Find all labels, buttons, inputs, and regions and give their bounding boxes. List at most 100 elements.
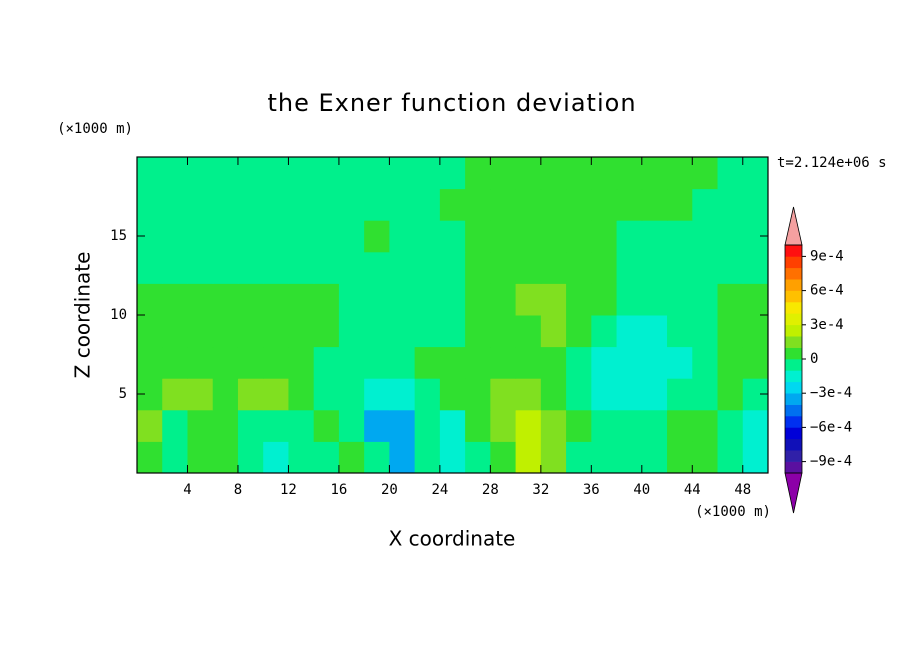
contour-cell (389, 188, 416, 221)
contour-cell (490, 188, 517, 221)
contour-cell (490, 315, 517, 348)
contour-cell (313, 409, 340, 442)
contour-cell (389, 220, 416, 253)
contour-cell (338, 251, 365, 284)
contour-cell (137, 283, 163, 316)
contour-cell (465, 283, 491, 316)
contour-cell (237, 157, 264, 190)
contour-cell (692, 315, 719, 348)
contour-cell (540, 441, 567, 474)
colorbar-tick-label: −6e-4 (810, 419, 852, 435)
contour-cell (364, 157, 390, 190)
contour-cell (313, 283, 340, 316)
contour-cell (591, 251, 618, 284)
contour-cell (364, 188, 390, 221)
contour-cell (439, 188, 466, 221)
colorbar-over (784, 206, 803, 246)
contour-cell (364, 251, 390, 284)
contour-cell (717, 188, 744, 221)
contour-cell (742, 441, 769, 474)
colorbar-segment (785, 245, 802, 257)
contour-cell (237, 409, 264, 442)
contour-cell (465, 441, 491, 474)
colorbar-segment (785, 461, 802, 474)
contour-cell (414, 157, 441, 190)
contour-cell (162, 283, 188, 316)
contour-cell (692, 441, 719, 474)
colorbar-tick-label: −3e-4 (810, 385, 852, 401)
contour-cell (162, 441, 188, 474)
contour-cell (237, 378, 264, 411)
contour-cell (389, 409, 416, 442)
contour-cell (288, 283, 315, 316)
contour-cell (641, 251, 668, 284)
contour-cell (616, 283, 643, 316)
contour-cell (515, 315, 542, 348)
contour-cell (641, 157, 668, 190)
contour-cell (465, 157, 491, 190)
contour-cell (137, 315, 163, 348)
colorbar-tick-label: 9e-4 (810, 248, 844, 264)
contour-cell (313, 251, 340, 284)
contour-cell (288, 346, 315, 379)
x-tick-label: 36 (583, 482, 600, 498)
contour-cell (591, 220, 618, 253)
colorbar-segment (785, 370, 802, 383)
contour-cell (667, 441, 693, 474)
contour-cell (641, 441, 668, 474)
contour-cell (641, 188, 668, 221)
contour-cell (566, 378, 592, 411)
contour-cell (364, 346, 390, 379)
contour-cell (162, 157, 188, 190)
contour-cell (616, 441, 643, 474)
y-axis-label: Z coordinate (71, 252, 95, 379)
contour-cell (540, 188, 567, 221)
contour-cell (162, 188, 188, 221)
contour-cell (288, 157, 315, 190)
contour-cell (389, 315, 416, 348)
contour-cell (338, 346, 365, 379)
contour-cell (692, 251, 719, 284)
contour-cell (667, 346, 693, 379)
colorbar-segment (785, 427, 802, 440)
contour-cell (692, 283, 719, 316)
contour-cell (641, 346, 668, 379)
contour-cell (288, 220, 315, 253)
contour-cell (263, 315, 289, 348)
contour-cell (162, 409, 188, 442)
contour-cell (439, 409, 466, 442)
colorbar-segment (785, 302, 802, 314)
contour-cell (212, 441, 239, 474)
x-tick-label: 40 (633, 482, 650, 498)
contour-cell (439, 157, 466, 190)
contour-cell (591, 346, 618, 379)
contour-cell (313, 157, 340, 190)
colorbar-tick-label: 3e-4 (810, 317, 844, 333)
contour-cell (667, 283, 693, 316)
y-tick-label: 15 (110, 228, 127, 244)
contour-cell (313, 188, 340, 221)
contour-cell (313, 220, 340, 253)
contour-cell (566, 251, 592, 284)
contour-cell (641, 378, 668, 411)
colorbar-tick-label: 6e-4 (810, 283, 844, 299)
contour-cell (263, 283, 289, 316)
contour-cell (212, 251, 239, 284)
contour-cell (717, 346, 744, 379)
time-annotation: t=2.124e+06 s (777, 155, 887, 171)
contour-cell (515, 378, 542, 411)
contour-cell (364, 315, 390, 348)
contour-cell (641, 315, 668, 348)
contour-cell (364, 409, 390, 442)
contour-cell (212, 409, 239, 442)
contour-cell (717, 220, 744, 253)
contour-cell (313, 378, 340, 411)
contour-cell (263, 188, 289, 221)
contour-cell (137, 409, 163, 442)
contour-cell (263, 346, 289, 379)
contour-cell (465, 220, 491, 253)
contour-cell (566, 220, 592, 253)
contour-cell (338, 157, 365, 190)
colorbar-segment (785, 450, 802, 462)
